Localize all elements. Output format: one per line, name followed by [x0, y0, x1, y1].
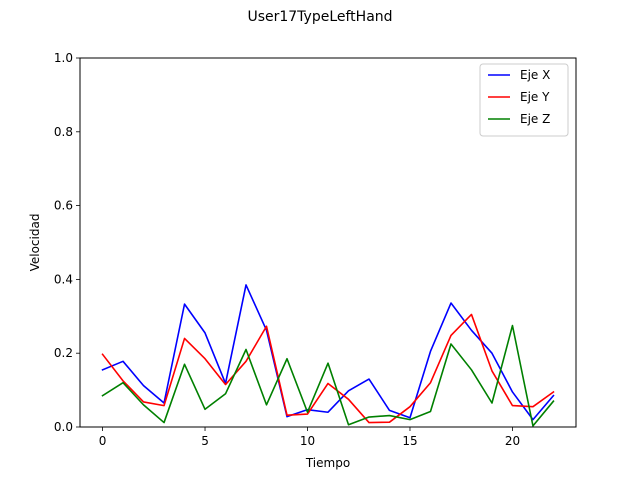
series-line-3: [101, 324, 555, 427]
x-tick-label: 0: [99, 434, 107, 448]
x-axis-label: Tiempo: [305, 456, 350, 470]
y-tick-label: 0.2: [54, 346, 73, 360]
chart-title: User17TypeLeftHand: [247, 9, 392, 25]
x-tick-label: 5: [201, 434, 209, 448]
legend-label: Eje Y: [520, 90, 550, 104]
y-tick-label: 0.6: [54, 199, 73, 213]
legend: Eje X Eje Y Eje Z: [479, 63, 569, 137]
x-tick-label: 10: [300, 434, 315, 448]
x-tick-label: 15: [402, 434, 417, 448]
y-tick-label: 0.4: [54, 272, 73, 286]
legend-box: [479, 63, 569, 137]
y-tick-label: 0.8: [54, 125, 73, 139]
y-tick-label: 0.0: [54, 420, 73, 434]
plot-frame: [79, 57, 577, 428]
x-tick-label: 20: [505, 434, 520, 448]
y-tick-label: 1.0: [54, 51, 73, 65]
series-layer: [101, 284, 555, 427]
legend-label: Eje Z: [520, 112, 550, 126]
x-axis: 0 5 10 15 20: [99, 427, 520, 448]
series-line-2: [101, 313, 555, 424]
series-line-1: [101, 284, 555, 421]
y-axis-label: Velocidad: [28, 214, 42, 272]
legend-label: Eje X: [520, 68, 550, 82]
y-axis: 0.0 0.2 0.4 0.6 0.8 1.0: [54, 51, 80, 434]
